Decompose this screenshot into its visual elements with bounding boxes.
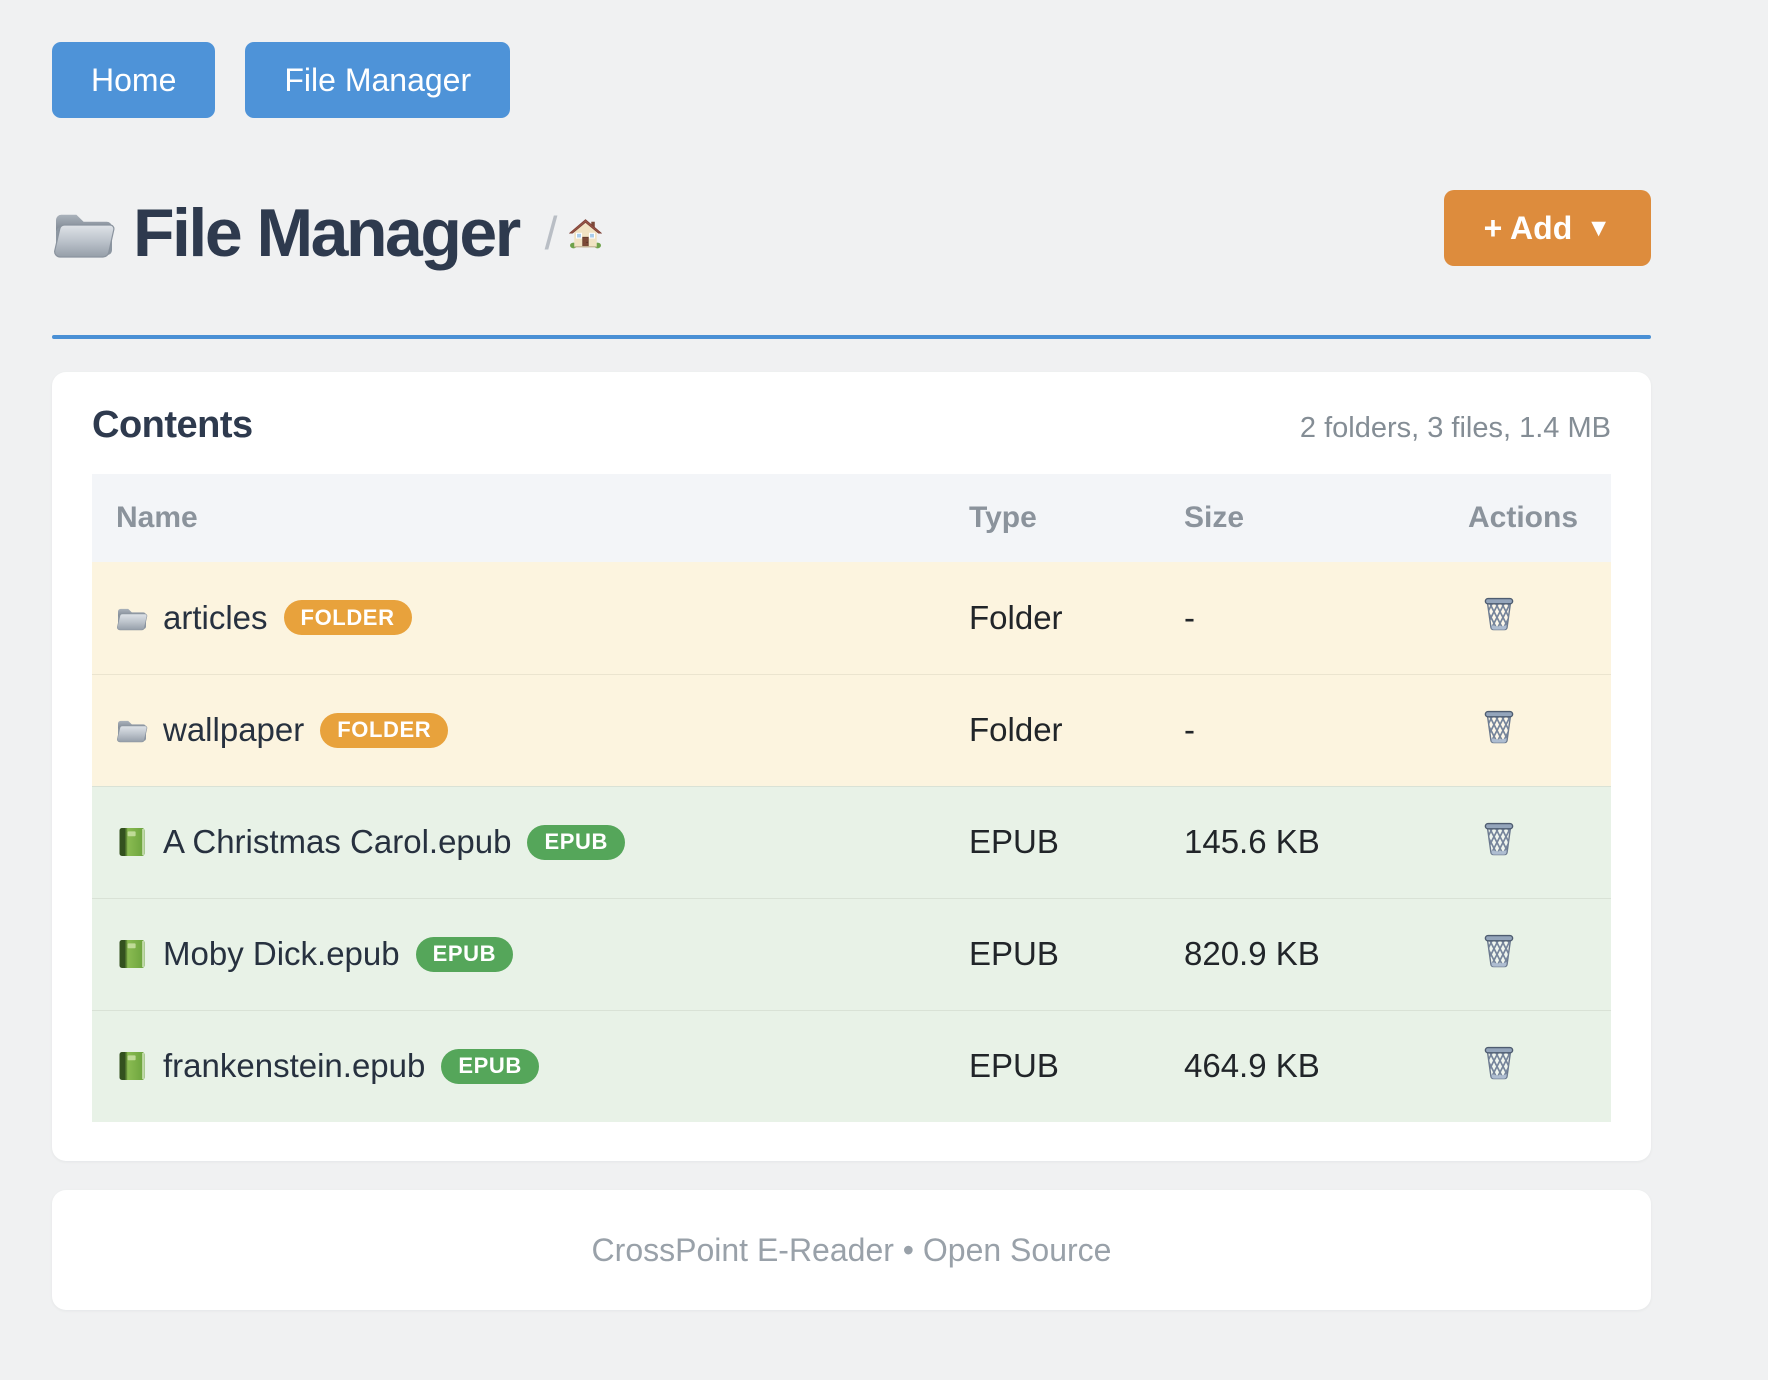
house-icon	[569, 217, 602, 250]
files-table: Name Type Size Actions articles FOLDER F…	[92, 474, 1611, 1122]
type-badge: FOLDER	[320, 712, 449, 748]
book-icon	[116, 1050, 148, 1082]
contents-card-header: Contents 2 folders, 3 files, 1.4 MB	[92, 404, 1611, 447]
breadcrumb-home-link[interactable]	[569, 217, 602, 250]
file-size: -	[1184, 598, 1195, 636]
file-size: 464.9 KB	[1184, 1047, 1320, 1085]
type-badge: EPUB	[527, 824, 626, 860]
book-icon	[116, 938, 148, 970]
breadcrumb-separator: /	[544, 207, 558, 259]
file-type: Folder	[969, 598, 1063, 636]
trash-icon	[1482, 708, 1516, 745]
contents-heading: Contents	[92, 404, 253, 446]
file-name[interactable]: articles	[163, 598, 268, 636]
top-nav: Home File Manager	[52, 42, 1651, 118]
file-type: EPUB	[969, 823, 1059, 860]
folder-icon	[116, 602, 148, 634]
delete-button[interactable]	[1482, 1044, 1516, 1081]
divider	[52, 335, 1651, 339]
delete-button[interactable]	[1482, 932, 1516, 969]
file-name[interactable]: Moby Dick.epub	[163, 935, 400, 972]
nav-home-button[interactable]: Home	[52, 42, 216, 118]
trash-icon	[1482, 1044, 1516, 1081]
file-size: -	[1184, 711, 1195, 748]
file-size: 820.9 KB	[1184, 935, 1320, 972]
footer: CrossPoint E-Reader • Open Source	[52, 1190, 1651, 1310]
page-header: File Manager / + Add ▼	[52, 190, 1651, 276]
type-badge: EPUB	[441, 1048, 539, 1084]
add-button[interactable]: + Add ▼	[1443, 190, 1651, 266]
trash-icon	[1482, 820, 1516, 857]
contents-summary: 2 folders, 3 files, 1.4 MB	[1299, 412, 1611, 444]
footer-text: CrossPoint E-Reader • Open Source	[591, 1231, 1112, 1268]
delete-button[interactable]	[1482, 595, 1516, 632]
files-table-body: articles FOLDER Folder - wallpaper FOLDE…	[92, 562, 1611, 1122]
file-name[interactable]: wallpaper	[163, 711, 305, 748]
file-name[interactable]: A Christmas Carol.epub	[163, 823, 512, 860]
file-size: 145.6 KB	[1184, 823, 1320, 860]
table-row: Moby Dick.epub EPUB EPUB 820.9 KB	[92, 898, 1611, 1010]
column-header-size: Size	[1160, 474, 1444, 562]
page: Home File Manager File Manager / + Add ▼…	[52, 0, 1651, 1310]
page-title: File Manager	[133, 195, 521, 271]
book-icon	[116, 826, 148, 858]
type-badge: EPUB	[415, 936, 514, 972]
table-row: wallpaper FOLDER Folder -	[92, 674, 1611, 786]
page-title-group: File Manager /	[52, 199, 602, 267]
type-badge: FOLDER	[283, 600, 412, 636]
table-row: frankenstein.epub EPUB EPUB 464.9 KB	[92, 1010, 1611, 1122]
nav-file-manager-button[interactable]: File Manager	[245, 42, 511, 118]
table-row: A Christmas Carol.epub EPUB EPUB 145.6 K…	[92, 786, 1611, 898]
caret-down-icon: ▼	[1586, 213, 1611, 242]
folder-icon	[52, 201, 116, 265]
column-header-type: Type	[945, 474, 1160, 562]
table-header-row: Name Type Size Actions	[92, 474, 1611, 562]
trash-icon	[1482, 595, 1516, 632]
add-button-label: + Add	[1483, 209, 1573, 246]
file-type: EPUB	[969, 1047, 1059, 1085]
column-header-name: Name	[92, 474, 945, 562]
trash-icon	[1482, 932, 1516, 969]
delete-button[interactable]	[1482, 820, 1516, 857]
file-name[interactable]: frankenstein.epub	[163, 1047, 426, 1085]
folder-icon	[116, 714, 148, 746]
column-header-actions: Actions	[1444, 474, 1611, 562]
delete-button[interactable]	[1482, 708, 1516, 745]
file-type: Folder	[969, 711, 1063, 748]
table-row: articles FOLDER Folder -	[92, 562, 1611, 674]
contents-card: Contents 2 folders, 3 files, 1.4 MB Name…	[52, 372, 1651, 1161]
file-type: EPUB	[969, 935, 1059, 972]
